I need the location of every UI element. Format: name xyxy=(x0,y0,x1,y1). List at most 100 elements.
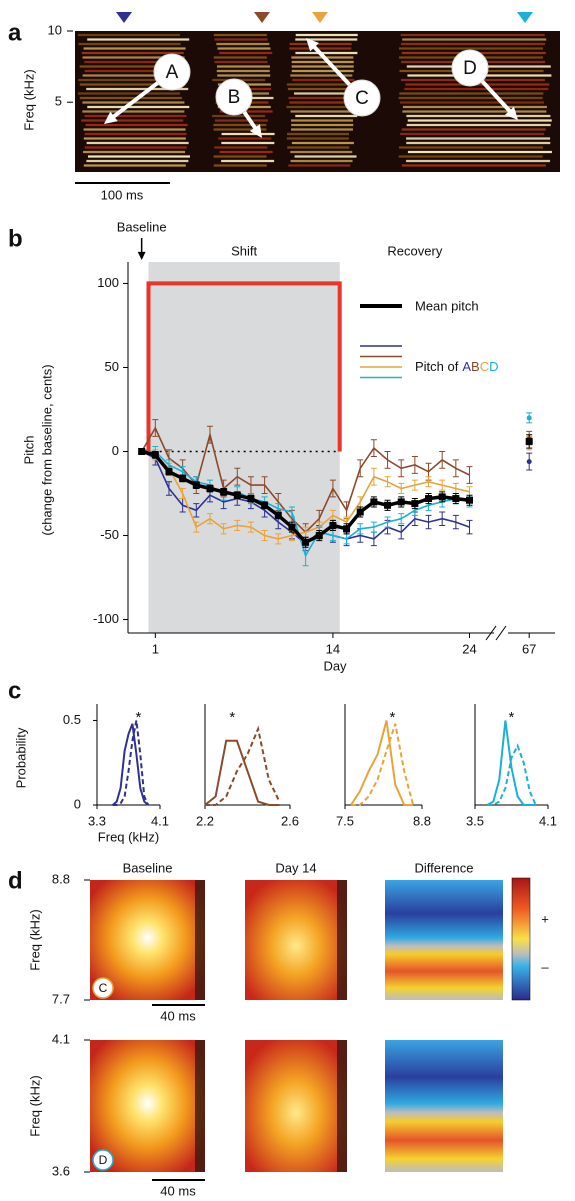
y-tick-label: 4.1 xyxy=(52,1031,70,1046)
legend-title: Pitch of xyxy=(415,359,459,374)
error-bar xyxy=(261,476,268,495)
label-circle xyxy=(153,53,191,91)
y-axis-label: Freq (kHz) xyxy=(21,69,36,130)
baseline-label: Baseline xyxy=(117,219,167,234)
panel-label: c xyxy=(8,677,21,704)
y-tick-label: -100 xyxy=(93,611,119,626)
error-bar xyxy=(411,479,418,491)
x-tick-label: 1 xyxy=(152,641,159,656)
x-axis-label: Freq (kHz) xyxy=(98,829,159,844)
legend-letter: C xyxy=(480,359,489,374)
error-bar xyxy=(206,425,213,444)
significance-mark: * xyxy=(390,709,396,726)
shade-label: Recovery xyxy=(387,243,442,258)
y-axis-label: (change from baseline, cents) xyxy=(39,364,54,535)
arrow-head xyxy=(249,124,262,138)
x-tick-label: 2.2 xyxy=(196,813,214,828)
distribution-line xyxy=(486,720,536,806)
label-circle xyxy=(215,78,253,116)
y-tick-label: 50 xyxy=(105,359,119,374)
scale-bar-label: 100 ms xyxy=(101,187,144,202)
x-tick-label: 3.3 xyxy=(88,813,106,828)
error-bar xyxy=(179,487,186,500)
distribution-line xyxy=(112,720,150,806)
heatmap-edge xyxy=(195,880,205,1000)
y-tick-label: 0.5 xyxy=(63,712,81,727)
mean-marker xyxy=(261,501,269,509)
error-bar xyxy=(193,521,200,533)
error-bar xyxy=(357,523,364,535)
distribution-line xyxy=(350,723,415,806)
colorbar-label: + xyxy=(541,911,549,926)
heatmap-edge xyxy=(195,1040,205,1172)
mean-marker xyxy=(151,451,159,459)
shade-label: Shift xyxy=(231,243,257,258)
colorbar-label: – xyxy=(541,959,549,974)
row-label: D xyxy=(99,1153,108,1167)
x-tick-label: 7.5 xyxy=(336,813,354,828)
error-bar xyxy=(384,516,391,528)
x-tick-label: 67 xyxy=(522,641,536,656)
y-axis-label: Freq (kHz) xyxy=(27,909,42,970)
mean-marker xyxy=(302,538,310,546)
distribution-line xyxy=(205,725,281,806)
scale-bar-label: 40 ms xyxy=(160,1008,196,1023)
y-tick-label: 8.8 xyxy=(52,871,70,886)
syllable-marker xyxy=(517,12,533,23)
arrow-head xyxy=(104,111,118,124)
y-tick-label: 0 xyxy=(74,796,81,811)
series-marker xyxy=(526,459,532,465)
error-bar xyxy=(425,476,432,488)
y-tick-label: -50 xyxy=(100,527,119,542)
legend-letter: A xyxy=(462,359,471,374)
y-tick-label: 100 xyxy=(97,275,119,290)
x-tick-label: 4.1 xyxy=(151,813,169,828)
y-axis-label: Freq (kHz) xyxy=(27,1075,42,1136)
mean-marker xyxy=(356,508,364,516)
error-bar xyxy=(261,529,268,542)
heatmap-edge xyxy=(337,880,347,1000)
error-bar xyxy=(452,459,459,478)
error-bar xyxy=(152,419,159,437)
y-tick-label: 5 xyxy=(55,94,62,109)
mean-marker xyxy=(397,498,405,506)
error-bar xyxy=(439,479,446,491)
x-tick-label: 8.8 xyxy=(413,813,431,828)
row-label-circle xyxy=(92,977,114,999)
arrow-line xyxy=(309,42,352,87)
error-bar xyxy=(220,523,227,535)
error-bar xyxy=(425,514,432,530)
mean-marker xyxy=(452,495,460,503)
error-bar xyxy=(439,451,446,469)
error-bar xyxy=(275,533,282,545)
mean-marker xyxy=(466,496,474,504)
axis-break xyxy=(495,625,507,641)
error-bar xyxy=(370,467,377,486)
heatmap xyxy=(90,1040,205,1172)
heatmap xyxy=(385,1040,503,1172)
syllable-marker xyxy=(312,12,328,23)
syllable-label: A xyxy=(166,62,179,83)
syllable-marker xyxy=(116,12,132,23)
error-bar xyxy=(398,524,405,540)
mean-marker xyxy=(233,491,241,499)
series-marker xyxy=(526,415,532,421)
y-axis-label: Probability xyxy=(13,727,28,788)
mean-marker xyxy=(315,532,323,540)
arrow-line xyxy=(109,81,159,121)
x-tick-label: 3.5 xyxy=(466,813,484,828)
syllable-marker xyxy=(254,12,270,23)
mean-marker xyxy=(343,525,351,533)
error-bar xyxy=(370,521,377,533)
arrow-head xyxy=(306,38,320,52)
distribution-line xyxy=(112,723,149,806)
error-bar xyxy=(384,451,391,469)
scale-bar-label: 40 ms xyxy=(160,1183,196,1198)
significance-mark: * xyxy=(229,709,235,726)
arrow-head xyxy=(504,106,518,120)
error-bar xyxy=(193,503,200,518)
colorbar xyxy=(511,877,531,1001)
panel-label: d xyxy=(8,867,23,894)
mean-marker xyxy=(425,495,433,503)
